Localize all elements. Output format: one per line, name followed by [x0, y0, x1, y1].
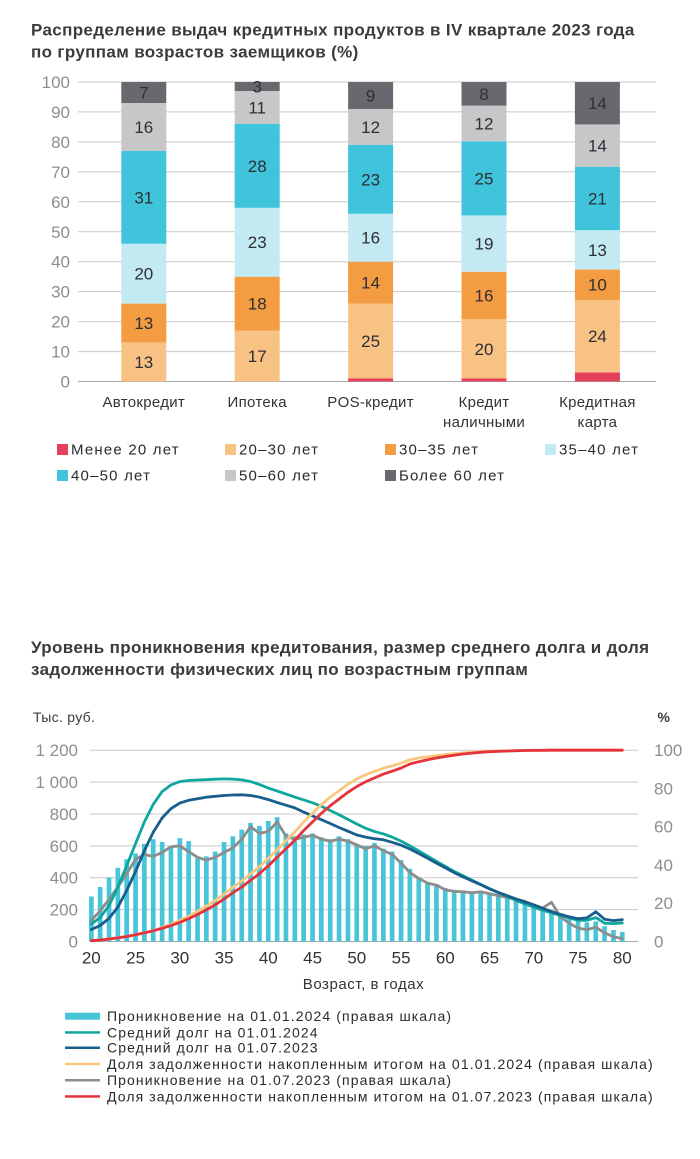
svg-text:200: 200: [50, 901, 78, 920]
svg-text:по группам возрастов заемщиков: по группам возрастов заемщиков (%): [31, 43, 359, 62]
svg-text:13: 13: [134, 314, 153, 333]
svg-text:25: 25: [361, 332, 380, 351]
svg-text:12: 12: [361, 118, 380, 137]
svg-text:20: 20: [475, 340, 494, 359]
svg-text:Возраст, в годах: Возраст, в годах: [303, 976, 424, 993]
svg-text:80: 80: [654, 780, 673, 799]
svg-text:30: 30: [51, 283, 70, 302]
svg-text:16: 16: [475, 287, 494, 306]
svg-text:Менее 20 лет: Менее 20 лет: [71, 442, 180, 459]
svg-text:19: 19: [475, 235, 494, 254]
svg-text:12: 12: [475, 115, 494, 134]
svg-text:8: 8: [479, 85, 488, 104]
svg-text:0: 0: [61, 373, 70, 392]
svg-text:55: 55: [392, 949, 411, 968]
svg-text:21: 21: [588, 190, 607, 209]
svg-text:POS-кредит: POS-кредит: [327, 394, 414, 411]
svg-text:90: 90: [51, 103, 70, 122]
svg-text:Ипотека: Ипотека: [228, 394, 288, 411]
svg-text:35: 35: [215, 949, 234, 968]
svg-text:20: 20: [51, 313, 70, 332]
svg-text:Кредит: Кредит: [459, 394, 510, 411]
svg-text:50: 50: [51, 223, 70, 242]
svg-text:60: 60: [51, 193, 70, 212]
svg-text:7: 7: [139, 84, 148, 103]
svg-text:75: 75: [569, 949, 588, 968]
svg-text:11: 11: [248, 99, 266, 118]
svg-text:Средний долг на 01.07.2023: Средний долг на 01.07.2023: [107, 1040, 319, 1056]
svg-text:14: 14: [588, 137, 607, 156]
svg-text:70: 70: [524, 949, 543, 968]
svg-text:40: 40: [654, 856, 673, 875]
svg-text:70: 70: [51, 163, 70, 182]
svg-text:65: 65: [480, 949, 499, 968]
svg-text:25: 25: [475, 169, 494, 188]
svg-text:0: 0: [69, 933, 78, 952]
svg-text:Тыс. руб.: Тыс. руб.: [33, 709, 95, 725]
svg-text:60: 60: [436, 949, 455, 968]
svg-text:0: 0: [654, 933, 663, 952]
svg-text:16: 16: [134, 118, 153, 137]
svg-text:1 000: 1 000: [35, 773, 78, 792]
svg-text:50–60 лет: 50–60 лет: [239, 468, 319, 485]
svg-text:80: 80: [51, 133, 70, 152]
svg-text:1 200: 1 200: [35, 741, 78, 760]
svg-text:400: 400: [50, 869, 78, 888]
svg-text:13: 13: [134, 353, 153, 372]
svg-text:Автокредит: Автокредит: [102, 394, 185, 411]
svg-text:40–50 лет: 40–50 лет: [71, 468, 151, 485]
svg-text:40: 40: [51, 253, 70, 272]
svg-text:60: 60: [654, 818, 673, 837]
svg-text:35–40 лет: 35–40 лет: [559, 442, 639, 459]
svg-text:наличными: наличными: [443, 414, 525, 431]
svg-text:Средний долг на 01.01.2024: Средний долг на 01.01.2024: [107, 1024, 319, 1040]
svg-text:30: 30: [170, 949, 189, 968]
svg-text:100: 100: [654, 741, 682, 760]
svg-text:3: 3: [252, 78, 261, 97]
svg-text:Распределение выдач кредитных: Распределение выдач кредитных продуктов …: [31, 21, 635, 40]
svg-text:600: 600: [50, 837, 78, 856]
svg-text:Более 60 лет: Более 60 лет: [399, 468, 505, 485]
svg-text:9: 9: [366, 87, 375, 106]
svg-text:17: 17: [248, 347, 267, 366]
svg-text:18: 18: [248, 295, 267, 314]
svg-text:100: 100: [42, 73, 70, 92]
svg-text:Доля задолженности накопленным: Доля задолженности накопленным итогом на…: [107, 1056, 654, 1072]
svg-text:Доля задолженности накопленным: Доля задолженности накопленным итогом на…: [107, 1088, 654, 1104]
svg-text:Проникновение на 01.07.2023 (п: Проникновение на 01.07.2023 (правая шкал…: [107, 1072, 452, 1088]
svg-text:14: 14: [588, 94, 607, 113]
svg-text:28: 28: [248, 157, 267, 176]
svg-text:20: 20: [654, 894, 673, 913]
svg-text:31: 31: [134, 188, 153, 207]
svg-text:10: 10: [588, 276, 607, 295]
svg-text:20: 20: [134, 265, 153, 284]
svg-text:Кредитная: Кредитная: [559, 394, 636, 411]
svg-text:16: 16: [361, 229, 380, 248]
svg-text:45: 45: [303, 949, 322, 968]
svg-text:50: 50: [347, 949, 366, 968]
svg-text:800: 800: [50, 805, 78, 824]
svg-text:13: 13: [588, 241, 607, 260]
svg-text:20–30 лет: 20–30 лет: [239, 442, 319, 459]
svg-text:23: 23: [361, 170, 380, 189]
svg-text:10: 10: [51, 343, 70, 362]
svg-text:23: 23: [248, 233, 267, 252]
svg-text:Уровень проникновения кредитов: Уровень проникновения кредитования, разм…: [31, 638, 649, 657]
svg-text:карта: карта: [578, 414, 618, 431]
svg-text:24: 24: [588, 327, 607, 346]
svg-text:задолженности физических лиц п: задолженности физических лиц по возрастн…: [31, 660, 528, 679]
svg-text:Проникновение на 01.01.2024 (п: Проникновение на 01.01.2024 (правая шкал…: [107, 1008, 452, 1024]
svg-text:%: %: [658, 709, 671, 725]
svg-text:40: 40: [259, 949, 278, 968]
svg-text:14: 14: [361, 274, 380, 293]
svg-text:30–35 лет: 30–35 лет: [399, 442, 479, 459]
svg-text:20: 20: [82, 949, 101, 968]
svg-text:80: 80: [613, 949, 632, 968]
svg-text:25: 25: [126, 949, 145, 968]
